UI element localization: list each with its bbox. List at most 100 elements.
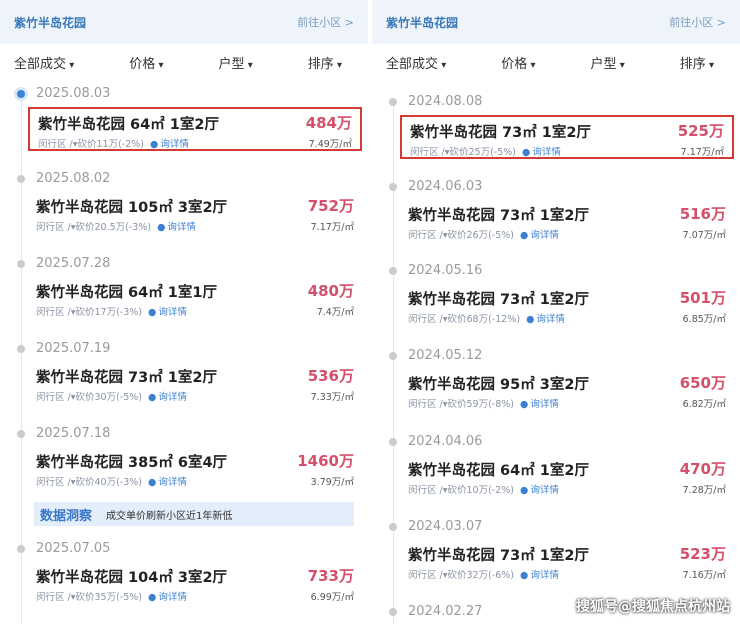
unit-price: 7.28万/㎡ [682, 485, 726, 496]
price-cut: ▾砍价35万(-5%) [70, 592, 143, 603]
filter-bar: 全部成交 价格 户型 排序 [372, 44, 740, 80]
listing-title: 紫竹半岛花园 73㎡ 1室2厅 [410, 125, 591, 141]
unit-price: 6.85万/㎡ [682, 314, 726, 325]
unit-price: 7.17万/㎡ [310, 222, 354, 233]
timeline-dot [17, 175, 25, 183]
timeline-dot [17, 345, 25, 353]
total-price: 733万 [307, 567, 354, 585]
price-cut: ▾砍价11万(-2%) [72, 139, 145, 150]
listing-meta: 闵行区 /▾砍价68万(-12%) 询详情 [408, 311, 565, 325]
timeline-dot [389, 352, 397, 360]
unit-price: 6.82万/㎡ [682, 399, 726, 410]
timeline-dot [17, 545, 25, 553]
transaction-date: 2024.02.27 [408, 604, 483, 619]
price-cut: ▾砍价68万(-12%) [442, 314, 521, 325]
transaction-date: 2025.08.03 [36, 86, 111, 101]
listing-title: 紫竹半岛花园 104㎡ 3室2厅 [36, 570, 228, 586]
listing-title: 紫竹半岛花园 73㎡ 1室2厅 [408, 208, 589, 224]
timeline-dot [389, 267, 397, 275]
total-price: 536万 [307, 367, 354, 385]
district: 闵行区 / [408, 399, 443, 410]
total-price: 516万 [679, 205, 726, 223]
price-cut: ▾砍价32万(-6%) [442, 570, 515, 581]
goto-community-link[interactable]: 前往小区 > [297, 16, 354, 29]
goto-community-link[interactable]: 前往小区 > [669, 16, 726, 29]
listing-meta: 闵行区 /▾砍价59万(-8%) 询详情 [408, 396, 559, 410]
listing-meta: 闵行区 /▾砍价26万(-5%) 询详情 [408, 227, 559, 241]
transaction-date: 2024.05.12 [408, 348, 483, 363]
ask-details-button[interactable]: 询详情 [520, 485, 559, 496]
timeline-dot [389, 608, 397, 616]
sort-filter-dropdown[interactable]: 排序 [308, 53, 342, 72]
unit-price: 7.16万/㎡ [682, 570, 726, 581]
listing-meta: 闵行区 /▾砍价32万(-6%) 询详情 [408, 567, 559, 581]
unit-price: 6.99万/㎡ [310, 592, 354, 603]
price-cut: ▾砍价26万(-5%) [442, 230, 515, 241]
ask-details-button[interactable]: 询详情 [520, 399, 559, 410]
price-cut: ▾砍价30万(-5%) [70, 392, 143, 403]
total-price: 525万 [677, 122, 724, 140]
listing-meta: 闵行区 /▾砍价17万(-3%) 询详情 [36, 304, 187, 318]
transaction-date: 2024.05.16 [408, 263, 483, 278]
transaction-date: 2025.07.19 [36, 341, 111, 356]
price-filter-dropdown[interactable]: 价格 [501, 53, 535, 72]
transaction-date: 2025.08.02 [36, 171, 111, 186]
ask-details-button[interactable]: 询详情 [157, 222, 196, 233]
all-deals-filter-dropdown[interactable]: 全部成交 [14, 53, 74, 72]
data-insight-banner[interactable]: 数据洞察 成交单价刷新小区近1年新低 [34, 502, 354, 526]
ask-details-button[interactable]: 询详情 [526, 314, 565, 325]
listing-title: 紫竹半岛花园 95㎡ 3室2厅 [408, 377, 589, 393]
price-cut: ▾砍价17万(-3%) [70, 307, 143, 318]
listing-meta: 闵行区 /▾砍价40万(-3%) 询详情 [36, 474, 187, 488]
layout-filter-dropdown[interactable]: 户型 [591, 53, 625, 72]
timeline-line [393, 103, 394, 624]
timeline-dot [17, 260, 25, 268]
ask-details-button[interactable]: 询详情 [520, 570, 559, 581]
right-transaction-panel: 紫竹半岛花园 前往小区 > 全部成交 价格 户型 排序 2024.08.08 紫竹半岛花园 7… [372, 0, 740, 624]
community-title: 紫竹半岛花园 [386, 15, 459, 30]
total-price: 752万 [307, 197, 354, 215]
timeline-line [21, 95, 22, 624]
unit-price: 7.4万/㎡ [316, 307, 354, 318]
ask-details-button[interactable]: 询详情 [148, 592, 187, 603]
transaction-date: 2025.07.28 [36, 256, 111, 271]
price-cut: ▾砍价25万(-5%) [444, 147, 517, 158]
ask-details-button[interactable]: 询详情 [520, 230, 559, 241]
total-price: 480万 [307, 282, 354, 300]
price-cut: ▾砍价40万(-3%) [70, 477, 143, 488]
sort-filter-dropdown[interactable]: 排序 [680, 53, 714, 72]
total-price: 470万 [679, 460, 726, 478]
district: 闵行区 / [36, 392, 71, 403]
listing-meta: 闵行区 /▾砍价10万(-2%) 询详情 [408, 482, 559, 496]
unit-price: 7.17万/㎡ [680, 147, 724, 158]
transaction-date: 2024.08.08 [408, 94, 483, 109]
district: 闵行区 / [36, 307, 71, 318]
ask-details-button[interactable]: 询详情 [150, 139, 189, 150]
ask-details-button[interactable]: 询详情 [148, 307, 187, 318]
transaction-date: 2024.06.03 [408, 179, 483, 194]
ask-details-button[interactable]: 询详情 [522, 147, 561, 158]
district: 闵行区 / [36, 477, 71, 488]
all-deals-filter-dropdown[interactable]: 全部成交 [386, 53, 446, 72]
layout-filter-dropdown[interactable]: 户型 [219, 53, 253, 72]
ask-details-button[interactable]: 询详情 [148, 392, 187, 403]
listing-title: 紫竹半岛花园 105㎡ 3室2厅 [36, 200, 228, 216]
listing-meta: 闵行区 /▾砍价30万(-5%) 询详情 [36, 389, 187, 403]
district: 闵行区 / [408, 314, 443, 325]
price-filter-dropdown[interactable]: 价格 [129, 53, 163, 72]
ask-details-button[interactable]: 询详情 [148, 477, 187, 488]
listing-meta: 闵行区 /▾砍价20.5万(-3%) 询详情 [36, 219, 196, 233]
unit-price: 7.49万/㎡ [308, 139, 352, 150]
